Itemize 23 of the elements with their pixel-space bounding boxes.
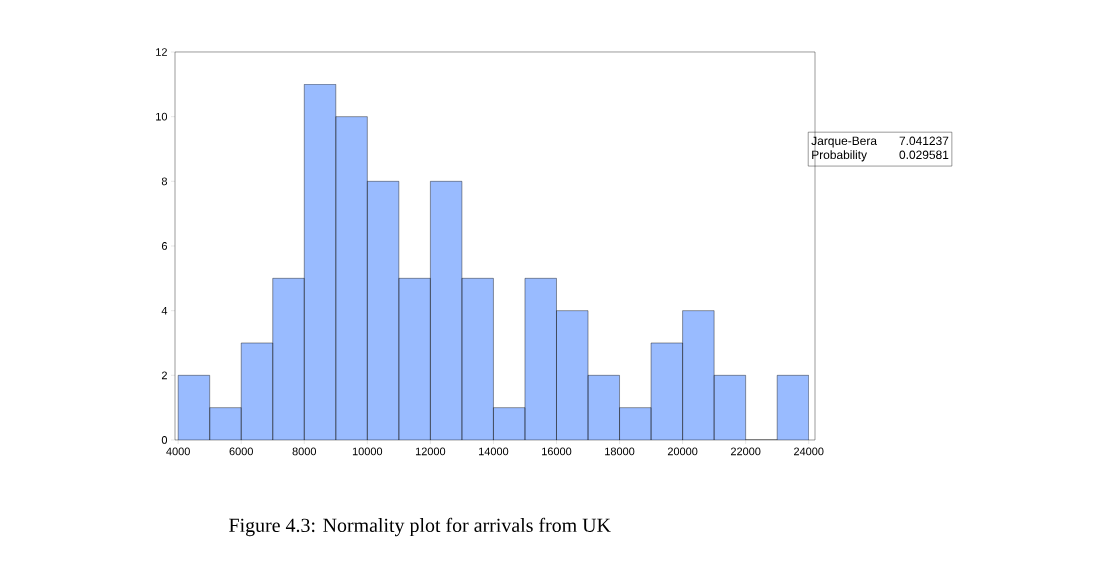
x-tick-label: 12000 [415, 447, 446, 456]
annotation: Probability [812, 150, 867, 162]
annotation: Jarque-Bera [811, 136, 877, 148]
x-tick-label: 4000 [166, 447, 190, 456]
y-tick-label: 8 [161, 177, 167, 186]
x-tick-label: 18000 [605, 447, 635, 456]
y-tick-label: 12 [156, 48, 167, 56]
y-tick-label: 0 [161, 436, 168, 444]
x-tick-label: 10000 [352, 447, 383, 456]
text: 7.041237 [899, 136, 949, 146]
text: 0.029581 [899, 150, 949, 159]
x-tick-label: 6000 [229, 447, 253, 456]
y-tick-label: 10 [156, 112, 168, 121]
x-tick-label: 24000 [794, 447, 824, 456]
y-tick-label: 6 [161, 242, 167, 250]
y-tick-label: 2 [161, 371, 167, 380]
x-tick-label: 8000 [292, 447, 317, 456]
x-tick-label: 22000 [730, 447, 761, 456]
caption: Figure 4.3: Normality plot for arrivals from UK [229, 517, 611, 537]
x-tick-label: 16000 [542, 447, 572, 456]
x-tick-label: 14000 [479, 447, 509, 456]
y-tick-label: 4 [161, 306, 168, 315]
x-tick-label: 20000 [667, 447, 698, 456]
